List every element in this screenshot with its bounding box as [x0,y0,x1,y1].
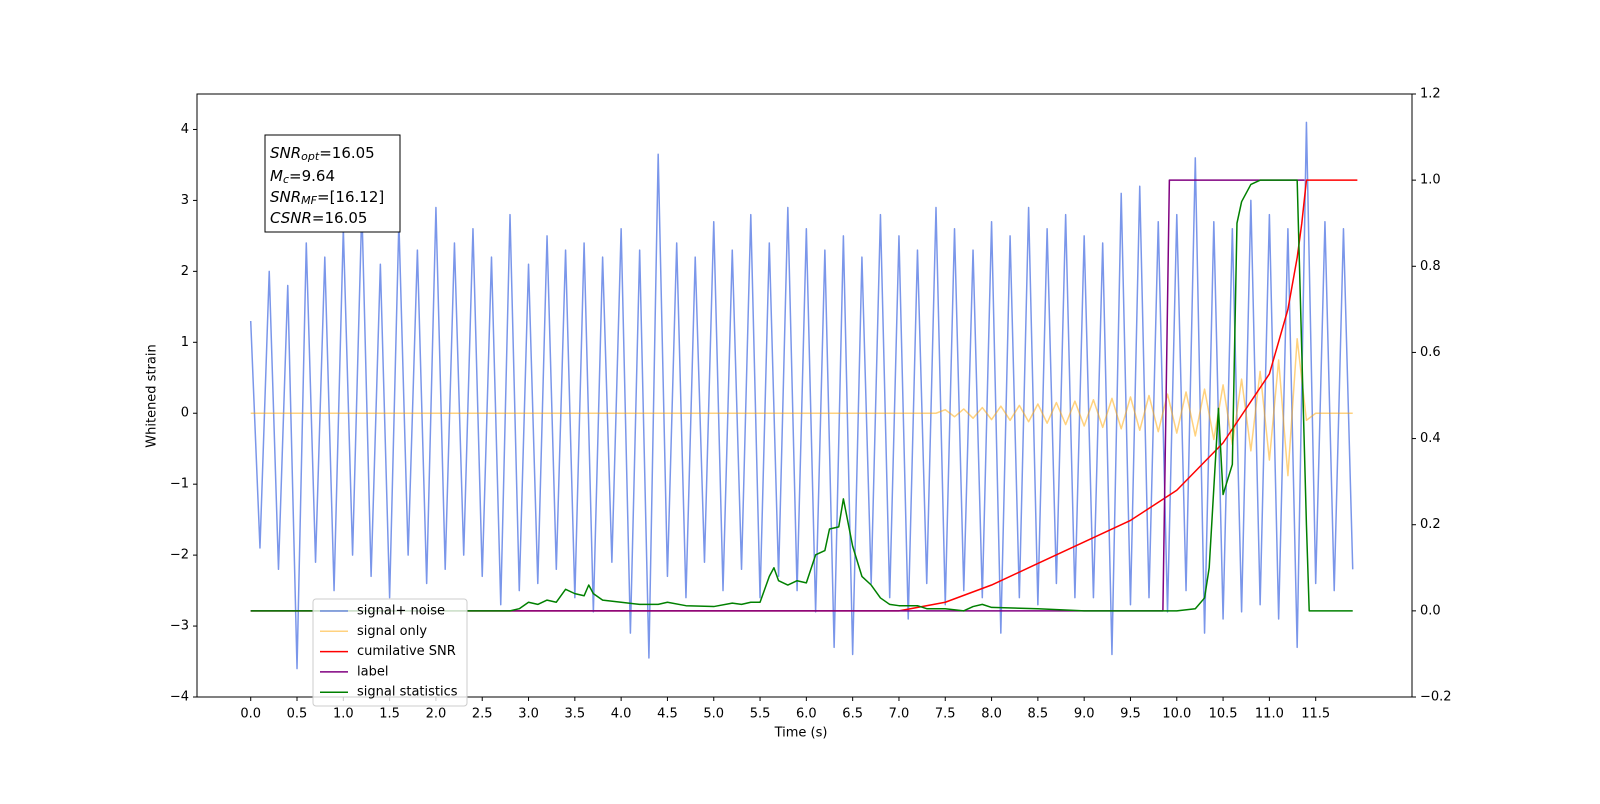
y-tick-label: 2 [181,264,189,279]
annotation-sub: MF [301,194,317,207]
annotation-sub: c [283,173,289,186]
y2-tick-label: 0.0 [1420,603,1441,618]
x-axis-label: Time (s) [774,726,828,741]
y-tick-label: −3 [170,619,189,634]
annotation-line: SNRMF=[16.12] [270,188,384,208]
x-tick-label: 9.0 [1074,707,1095,722]
x-tick-label: 7.0 [889,707,910,722]
y2-tick-label: 0.8 [1420,259,1441,274]
x-tick-label: 6.5 [842,707,863,722]
series-line [250,179,1353,612]
plot-frame [196,93,1413,698]
legend-label: label [357,664,388,679]
y2-tick-label: 1.0 [1420,173,1441,188]
legend-label: signal+ noise [357,604,445,619]
x-tick-label: 8.0 [981,707,1002,722]
y2-tick-label: 0.2 [1420,517,1441,532]
x-tick-label: 10.5 [1209,707,1238,722]
y-tick-label: −2 [170,548,189,563]
x-tick-label: 2.5 [472,707,493,722]
x-tick-label: 1.5 [379,707,400,722]
x-tick-label: 8.5 [1028,707,1049,722]
legend-label: signal only [357,624,427,639]
annotation-line: SNRopt=16.05 [270,144,375,164]
annotation-box [264,134,401,233]
y2-tick-label: 1.2 [1420,87,1441,102]
x-tick-label: 1.0 [333,707,354,722]
x-tick-label: 5.0 [703,707,724,722]
series-line [250,179,1305,612]
x-tick-label: 3.5 [564,707,585,722]
legend-label: signal statistics [357,685,458,700]
y2-tick-label: −0.2 [1420,690,1452,705]
x-tick-label: 9.5 [1120,707,1141,722]
series-line [250,338,1353,477]
x-tick-label: 0.0 [240,707,261,722]
y2-tick-label: 0.4 [1420,431,1441,446]
y-tick-label: −4 [170,690,189,705]
annotation-line: CSNR=16.05 [270,209,367,227]
y-tick-label: −1 [170,477,189,492]
x-tick-label: 7.5 [935,707,956,722]
annotation-name: CSNR [270,209,312,227]
x-tick-label: 11.0 [1255,707,1284,722]
y-axis-label: Whitened strain [145,344,160,447]
legend-label: cumilative SNR [357,644,456,659]
y-tick-label: 0 [181,406,189,421]
annotation-text: =9.64 [289,167,335,185]
annotation-text: =16.05 [312,209,368,227]
x-tick-label: 4.0 [611,707,632,722]
x-tick-label: 4.5 [657,707,678,722]
annotation-name: SNR [270,188,301,206]
annotation-name: M [270,167,283,185]
x-tick-label: 0.5 [287,707,308,722]
annotation-line: Mc=9.64 [270,167,335,187]
annotation-text: =16.05 [319,144,375,162]
x-tick-label: 6.0 [796,707,817,722]
series-line [250,179,1358,612]
x-tick-label: 10.0 [1162,707,1191,722]
annotation-name: SNR [270,144,301,162]
legend-box [312,598,468,707]
x-tick-label: 3.0 [518,707,539,722]
x-tick-label: 11.5 [1301,707,1330,722]
annotation-sub: opt [301,150,320,163]
x-tick-label: 2.0 [426,707,447,722]
y-tick-label: 3 [181,193,189,208]
y2-tick-label: 0.6 [1420,345,1441,360]
annotation-text: =[16.12] [317,188,384,206]
y-tick-label: 4 [181,122,189,137]
series-line [249,121,1354,670]
y-tick-label: 1 [181,335,189,350]
x-tick-label: 5.5 [750,707,771,722]
